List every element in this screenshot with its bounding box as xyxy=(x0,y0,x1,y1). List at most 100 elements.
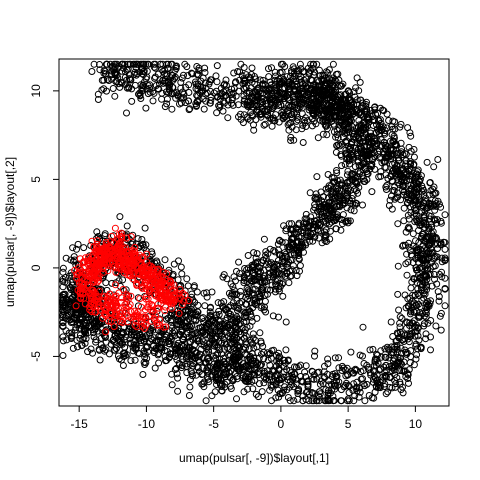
data-point-black xyxy=(284,121,292,129)
data-point-black xyxy=(404,302,412,310)
data-point-black xyxy=(248,94,255,102)
data-point-black xyxy=(382,354,390,361)
data-point-red xyxy=(145,300,153,308)
data-point-black xyxy=(280,267,288,275)
data-point-black xyxy=(206,339,214,347)
data-point-black xyxy=(414,290,422,298)
data-point-red xyxy=(144,270,151,278)
data-point-black xyxy=(267,81,275,89)
data-point-black xyxy=(413,327,421,335)
data-point-black xyxy=(278,254,286,262)
data-point-black xyxy=(280,363,288,371)
data-point-black xyxy=(405,338,413,346)
data-point-black xyxy=(177,327,185,335)
data-point-black xyxy=(171,366,179,373)
data-point-black xyxy=(122,286,130,294)
data-point-black xyxy=(344,217,352,225)
data-point-black xyxy=(403,271,411,279)
data-point-black xyxy=(144,60,152,68)
data-point-black xyxy=(123,222,131,230)
data-point-black xyxy=(350,380,358,388)
data-point-black xyxy=(184,352,192,360)
data-point-black xyxy=(356,140,364,147)
data-point-black xyxy=(240,318,248,326)
data-point-black xyxy=(220,298,228,306)
data-point-black xyxy=(147,327,155,335)
data-point-black xyxy=(213,62,221,70)
data-point-red xyxy=(119,285,127,293)
x-axis-label: umap(pulsar[, -9])$layout[,1] xyxy=(179,451,329,465)
data-point-black xyxy=(97,334,105,342)
data-point-black xyxy=(380,363,388,371)
data-point-black xyxy=(216,101,224,109)
data-point-black xyxy=(202,397,210,405)
data-point-black xyxy=(310,375,318,383)
x-tick-label: -15 xyxy=(71,417,89,431)
data-point-black xyxy=(319,130,327,138)
data-point-black xyxy=(313,173,321,181)
data-point-red xyxy=(112,310,120,318)
data-point-black xyxy=(373,350,381,358)
data-point-black xyxy=(227,382,234,390)
data-point-black xyxy=(437,241,445,249)
data-point-black xyxy=(108,71,116,79)
data-point-black xyxy=(266,273,274,281)
data-point-black xyxy=(212,311,220,319)
data-point-black xyxy=(251,276,259,284)
data-point-black xyxy=(168,370,176,378)
data-point-black xyxy=(111,63,119,71)
data-point-black xyxy=(441,245,449,253)
data-point-black xyxy=(292,380,300,388)
data-point-black xyxy=(260,277,268,285)
data-point-black xyxy=(321,81,329,88)
data-point-black xyxy=(224,114,232,122)
data-point-black xyxy=(248,289,256,297)
data-point-black xyxy=(371,388,379,396)
data-point-black xyxy=(252,390,260,398)
data-point-black xyxy=(428,223,435,231)
data-point-red xyxy=(85,265,93,273)
data-point-red xyxy=(141,266,149,273)
data-point-red xyxy=(88,274,96,282)
data-point-black xyxy=(324,392,332,399)
data-point-black xyxy=(199,84,207,91)
data-point-black xyxy=(118,79,126,87)
data-point-black xyxy=(123,109,130,117)
data-point-black xyxy=(123,76,131,84)
data-point-red xyxy=(130,259,138,267)
data-point-red xyxy=(97,260,105,268)
data-point-black xyxy=(285,258,293,266)
data-point-red xyxy=(107,238,115,246)
data-point-black xyxy=(325,206,333,214)
data-point-black xyxy=(176,311,184,318)
data-point-black xyxy=(287,230,295,238)
data-point-black xyxy=(411,205,418,212)
data-point-black xyxy=(387,173,395,181)
data-point-black xyxy=(161,338,169,346)
data-point-black xyxy=(335,215,343,223)
data-point-black xyxy=(344,167,352,175)
data-point-black xyxy=(346,179,354,186)
data-point-black xyxy=(165,85,173,93)
data-point-black xyxy=(403,350,411,358)
data-point-black xyxy=(391,383,399,391)
data-point-red xyxy=(106,296,113,303)
data-point-black xyxy=(193,329,201,336)
data-point-black xyxy=(290,136,298,144)
data-point-black xyxy=(375,127,382,135)
data-point-black xyxy=(321,362,328,370)
data-point-black xyxy=(395,334,403,341)
data-point-black xyxy=(258,360,265,368)
data-point-red xyxy=(118,251,126,259)
data-point-black xyxy=(268,397,275,405)
data-point-black xyxy=(157,344,164,352)
data-point-black xyxy=(371,135,379,143)
data-point-black xyxy=(258,110,266,118)
data-point-red xyxy=(72,302,80,310)
data-point-red xyxy=(76,269,84,277)
data-point-black xyxy=(280,356,288,364)
data-point-black xyxy=(180,90,188,98)
data-point-black xyxy=(149,88,157,96)
data-points-layer xyxy=(59,60,449,405)
data-point-red xyxy=(114,241,122,249)
